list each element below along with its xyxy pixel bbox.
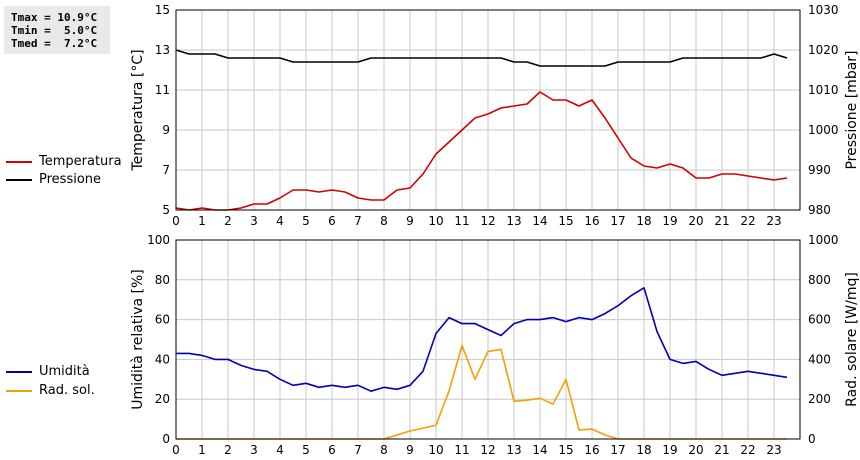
x-tick-label: 10 xyxy=(428,443,443,457)
stats-box: Tmax = 10.9°C Tmin = 5.0°C Tmed = 7.2°C xyxy=(4,6,110,54)
y-tick-label-left: 20 xyxy=(155,392,170,406)
x-tick-label: 17 xyxy=(610,443,625,457)
x-tick-label: 0 xyxy=(172,443,180,457)
x-tick-label: 7 xyxy=(354,443,362,457)
legend-swatch-temperatura xyxy=(6,161,32,163)
y-tick-label-right: 600 xyxy=(808,313,831,327)
x-tick-label: 18 xyxy=(636,443,651,457)
y-axis-title-right: Pressione [mbar] xyxy=(844,50,860,169)
x-tick-label: 22 xyxy=(740,214,755,228)
series-line-pressione xyxy=(175,49,788,67)
x-tick-label: 19 xyxy=(662,443,677,457)
x-tick-label: 13 xyxy=(506,214,521,228)
x-tick-label: 19 xyxy=(662,214,677,228)
x-tick-label: 23 xyxy=(766,214,781,228)
x-tick-label: 20 xyxy=(688,214,703,228)
legend-label-umidita: Umidità xyxy=(39,364,90,379)
x-tick-label: 12 xyxy=(480,443,495,457)
x-tick-label: 23 xyxy=(766,443,781,457)
x-tick-label: 1 xyxy=(198,443,206,457)
y-tick-label-left: 9 xyxy=(162,123,170,137)
x-tick-label: 9 xyxy=(406,214,414,228)
x-tick-label: 12 xyxy=(480,214,495,228)
y-tick-label-left: 100 xyxy=(147,233,170,247)
series-line-temperatura xyxy=(175,91,788,211)
x-tick-label: 22 xyxy=(740,443,755,457)
x-tick-label: 20 xyxy=(688,443,703,457)
plot-frame xyxy=(175,239,801,440)
x-tick-label: 9 xyxy=(406,443,414,457)
x-tick-label: 2 xyxy=(224,214,232,228)
x-tick-label: 14 xyxy=(532,443,547,457)
x-tick-label: 5 xyxy=(302,443,310,457)
y-tick-label-right: 1030 xyxy=(808,3,839,17)
x-tick-label: 17 xyxy=(610,214,625,228)
chart-top: 0 1 2 3 4 5 6 7 8 9 10 11 12 13 14 15 16 17 18 19 20 21 22 2357… xyxy=(130,3,860,228)
y-tick-label-left: 13 xyxy=(155,43,170,57)
y-axis-title-left: Umidità relativa [%] xyxy=(130,269,146,410)
y-tick-label-right: 1000 xyxy=(808,233,839,247)
x-tick-label: 6 xyxy=(328,214,336,228)
y-tick-label-right: 980 xyxy=(808,203,831,217)
x-tick-label: 8 xyxy=(380,443,388,457)
y-tick-label-right: 0 xyxy=(808,432,816,446)
y-tick-label-right: 1020 xyxy=(808,43,839,57)
x-tick-label: 2 xyxy=(224,443,232,457)
y-tick-label-left: 15 xyxy=(155,3,170,17)
x-tick-label: 4 xyxy=(276,214,284,228)
y-axis-title-left: Temperatura [°C] xyxy=(130,49,146,171)
x-tick-label: 21 xyxy=(714,443,729,457)
legend-swatch-radsol xyxy=(6,390,32,392)
plot-frame xyxy=(175,9,801,211)
x-tick-label: 13 xyxy=(506,443,521,457)
y-tick-label-right: 200 xyxy=(808,392,831,406)
x-tick-label: 16 xyxy=(584,214,599,228)
x-tick-label: 1 xyxy=(198,214,206,228)
tmax-label: Tmax = 10.9°C xyxy=(11,11,98,24)
series-line-umidit- xyxy=(176,286,788,393)
y-tick-label-right: 990 xyxy=(808,163,831,177)
y-tick-label-left: 0 xyxy=(162,432,170,446)
x-tick-label: 6 xyxy=(328,443,336,457)
x-tick-label: 3 xyxy=(250,443,258,457)
x-tick-label: 11 xyxy=(454,214,469,228)
x-tick-label: 21 xyxy=(714,214,729,228)
x-tick-label: 18 xyxy=(636,214,651,228)
y-tick-label-right: 1010 xyxy=(808,83,839,97)
x-tick-label: 4 xyxy=(276,443,284,457)
tmin-label: Tmin = 5.0°C xyxy=(11,24,98,37)
x-tick-label: 10 xyxy=(428,214,443,228)
legend-swatch-pressione xyxy=(6,179,32,181)
x-tick-label: 7 xyxy=(354,214,362,228)
x-tick-label: 11 xyxy=(454,443,469,457)
y-tick-label-left: 40 xyxy=(155,352,170,366)
legend-label-pressione: Pressione xyxy=(39,172,102,187)
x-tick-label: 5 xyxy=(302,214,310,228)
legend-label-temperatura: Temperatura xyxy=(39,154,122,169)
tmed-label: Tmed = 7.2°C xyxy=(11,37,98,50)
x-tick-label: 8 xyxy=(380,214,388,228)
y-tick-label-right: 400 xyxy=(808,352,831,366)
x-tick-label: 3 xyxy=(250,214,258,228)
x-tick-label: 15 xyxy=(558,214,573,228)
x-tick-label: 0 xyxy=(172,214,180,228)
x-tick-label: 15 xyxy=(558,443,573,457)
y-tick-label-left: 5 xyxy=(162,203,170,217)
x-tick-label: 14 xyxy=(532,214,547,228)
y-tick-label-left: 80 xyxy=(155,273,170,287)
y-tick-label-left: 11 xyxy=(155,83,170,97)
y-axis-title-right: Rad. solare [W/mq] xyxy=(844,272,860,407)
y-tick-label-right: 1000 xyxy=(808,123,839,137)
chart-bottom: 0 1 2 3 4 5 6 7 8 9 10 11 12 13 14 15 16 17 18 19 20 21 22 2302… xyxy=(130,233,860,457)
y-tick-label-right: 800 xyxy=(808,273,831,287)
y-tick-label-left: 60 xyxy=(155,313,170,327)
y-tick-label-left: 7 xyxy=(162,163,170,177)
legend-swatch-umidita xyxy=(6,371,32,373)
x-tick-label: 16 xyxy=(584,443,599,457)
legend-label-radsol: Rad. sol. xyxy=(39,383,95,398)
